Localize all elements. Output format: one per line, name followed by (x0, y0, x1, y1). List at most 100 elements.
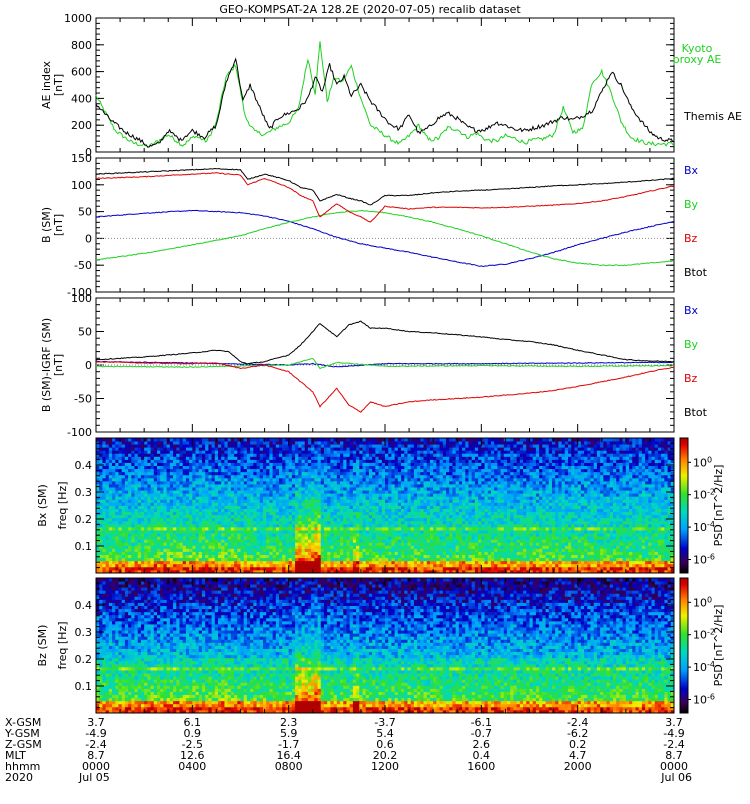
spectrogram-cell (228, 536, 232, 539)
spectrogram-cell (420, 438, 424, 441)
spectrogram-cell (257, 441, 261, 444)
spectrogram-cell (276, 524, 280, 527)
spectrogram-cell (279, 567, 283, 570)
spectrogram-cell (330, 493, 334, 496)
spectrogram-cell (221, 548, 225, 551)
spectrogram-cell (106, 502, 110, 505)
spectrogram-cell (176, 481, 180, 484)
spectrogram-cell (414, 527, 418, 530)
spectrogram-cell (183, 545, 187, 548)
spectrogram-cell (228, 469, 232, 472)
spectrogram-cell (305, 533, 309, 536)
spectrogram-cell (279, 515, 283, 518)
spectrogram-cell (395, 466, 399, 469)
spectrogram-cell (363, 506, 367, 509)
spectrogram-cell (330, 552, 334, 555)
spectrogram-cell (391, 496, 395, 499)
spectrogram-cell (404, 515, 408, 518)
spectrogram-cell (395, 447, 399, 450)
spectrogram-cell (192, 459, 196, 462)
spectrogram-cell (369, 548, 373, 551)
spectrogram-cell (311, 521, 315, 524)
spectrogram-cell (289, 466, 293, 469)
spectrogram-cell (273, 478, 277, 481)
spectrogram-cell (157, 456, 161, 459)
spectrogram-cell (141, 487, 145, 490)
spectrogram-cell (138, 561, 142, 564)
spectrogram-cell (388, 536, 392, 539)
spectrogram-cell (269, 463, 273, 466)
spectrogram-cell (314, 438, 318, 441)
spectrogram-cell (292, 561, 296, 564)
spectrogram-cell (395, 515, 399, 518)
spectrogram-cell (163, 472, 167, 475)
spectrogram-cell (411, 469, 415, 472)
spectrogram-cell (157, 533, 161, 536)
spectrogram-cell (257, 447, 261, 450)
spectrogram-cell (395, 545, 399, 548)
spectrogram-cell (305, 524, 309, 527)
spectrogram-cell (118, 481, 122, 484)
spectrogram-cell (157, 475, 161, 478)
spectrogram-cell (298, 453, 302, 456)
spectrogram-cell (311, 555, 315, 558)
spectrogram-cell (359, 453, 363, 456)
spectrogram-cell (350, 438, 354, 441)
spectrogram-cell (334, 506, 338, 509)
spectrogram-cell (102, 496, 106, 499)
spectrogram-cell (257, 502, 261, 505)
spectrogram-cell (183, 502, 187, 505)
spectrogram-cell (218, 459, 222, 462)
spectrogram-cell (131, 558, 135, 561)
spectrogram-cell (337, 524, 341, 527)
spectrogram-cell (106, 475, 110, 478)
spectrogram-cell (224, 453, 228, 456)
spectrogram-cell (96, 466, 100, 469)
spectrogram-cell (337, 527, 341, 530)
spectrogram-cell (154, 506, 158, 509)
spectrogram-cell (334, 459, 338, 462)
spectrogram-cell (282, 518, 286, 521)
spectrogram-cell (260, 527, 264, 530)
spectrogram-cell (106, 481, 110, 484)
spectrogram-cell (131, 438, 135, 441)
spectrogram-cell (173, 561, 177, 564)
spectrogram-cell (298, 545, 302, 548)
spectrogram-cell (102, 453, 106, 456)
spectrogram-cell (350, 506, 354, 509)
spectrogram-cell (302, 466, 306, 469)
spectrogram-cell (221, 478, 225, 481)
spectrogram-cell (417, 438, 421, 441)
spectrogram-cell (273, 509, 277, 512)
spectrogram-cell (263, 475, 267, 478)
spectrogram-cell (266, 509, 270, 512)
spectrogram-cell (404, 521, 408, 524)
spectrogram-cell (176, 447, 180, 450)
spectrogram-cell (340, 441, 344, 444)
spectrogram-cell (417, 558, 421, 561)
spectrogram-cell (369, 527, 373, 530)
spectrogram-cell (285, 539, 289, 542)
spectrogram-cell (253, 561, 257, 564)
spectrogram-cell (212, 530, 216, 533)
spectrogram-cell (398, 542, 402, 545)
spectrogram-cell (266, 463, 270, 466)
spectrogram-cell (115, 447, 119, 450)
spectrogram-cell (144, 512, 148, 515)
spectrogram-cell (269, 447, 273, 450)
spectrogram-cell (289, 506, 293, 509)
spectrogram-cell (154, 530, 158, 533)
spectrogram-cell (231, 518, 235, 521)
y-tick-label: 0 (85, 359, 92, 372)
spectrogram-cell (228, 463, 232, 466)
spectrogram-cell (212, 484, 216, 487)
spectrogram-cell (359, 509, 363, 512)
spectrogram-cell (292, 453, 296, 456)
spectrogram-cell (218, 555, 222, 558)
spectrogram-cell (363, 472, 367, 475)
spectrogram-cell (189, 493, 193, 496)
spectrogram-cell (353, 530, 357, 533)
spectrogram-cell (334, 564, 338, 567)
spectrogram-cell (314, 478, 318, 481)
spectrogram-cell (302, 533, 306, 536)
